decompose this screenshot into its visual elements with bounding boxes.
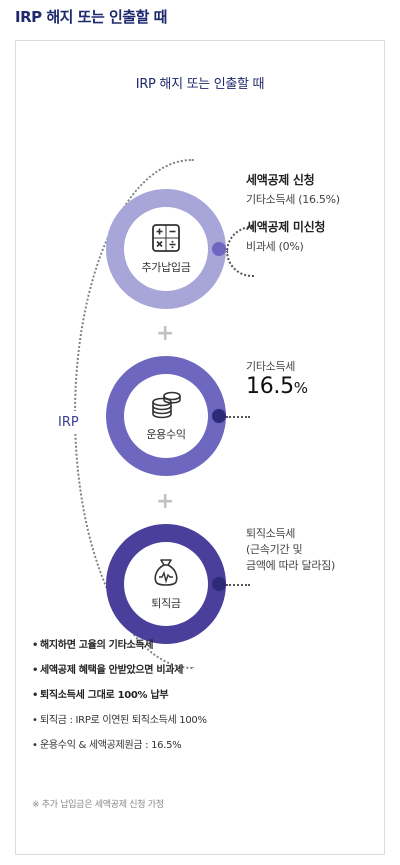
list-item: 운용수익 & 세액공제원금 : 16.5%: [32, 737, 372, 762]
severance-tax-condition-line2: 금액에 따라 달라짐): [246, 559, 335, 572]
investment-return-ring: 운용수익: [106, 356, 226, 476]
severance-pay-ring: 퇴직금: [106, 524, 226, 644]
notes-list: 해지하면 고율의 기타소득세 세액공제 혜택을 안받았으면 비과세 퇴직소득세 …: [32, 637, 372, 762]
diagram-title: IRP 해지 또는 인출할 때: [135, 77, 265, 92]
tax-credit-applied-title: 세액공제 신청: [246, 173, 315, 187]
list-item: 해지하면 고율의 기타소득세: [32, 637, 372, 662]
tax-credit-not-applied-title: 세액공제 미신청: [246, 220, 326, 234]
plus-sign: +: [156, 321, 175, 346]
page-title: IRP 해지 또는 인출할 때: [15, 8, 167, 26]
leader-line-ring3: [226, 584, 250, 586]
ring2-connector-dot: [212, 409, 226, 423]
plus-sign: +: [156, 489, 175, 514]
ring3-connector-dot: [212, 577, 226, 591]
ring1-connector-dot: [212, 242, 226, 256]
investment-return-tax-label: 기타소득세: [246, 360, 296, 373]
investment-return-tax-rate: 16.5%: [246, 374, 308, 399]
list-item: 퇴직금 : IRP로 이연된 퇴직소득세 100%: [32, 712, 372, 737]
list-item: 퇴직소득세 그대로 100% 납부: [32, 687, 372, 712]
severance-tax-condition-line1: (근속기간 및: [246, 543, 303, 556]
list-item: 세액공제 혜택을 안받았으면 비과세: [32, 662, 372, 687]
tax-credit-not-applied-detail: 비과세 (0%): [246, 240, 304, 253]
severance-tax-label: 퇴직소득세: [246, 527, 296, 540]
leader-line-ring2: [226, 416, 250, 418]
coins-icon: [150, 390, 182, 420]
ring-label-investment-return: 운용수익: [146, 428, 186, 441]
ring-label-severance-pay: 퇴직금: [151, 597, 181, 610]
leader-line-lower: [226, 251, 254, 277]
money-bag-icon: [152, 557, 180, 589]
ring-label-additional-payment: 추가납입금: [141, 261, 191, 274]
irp-label: IRP: [56, 411, 81, 434]
tax-credit-applied-detail: 기타소득세 (16.5%): [246, 193, 340, 206]
calculator-icon: [151, 223, 181, 253]
footnote: ※ 추가 납입금은 세액공제 신청 가정: [32, 800, 164, 810]
additional-payment-ring: 추가납입금: [106, 189, 226, 309]
